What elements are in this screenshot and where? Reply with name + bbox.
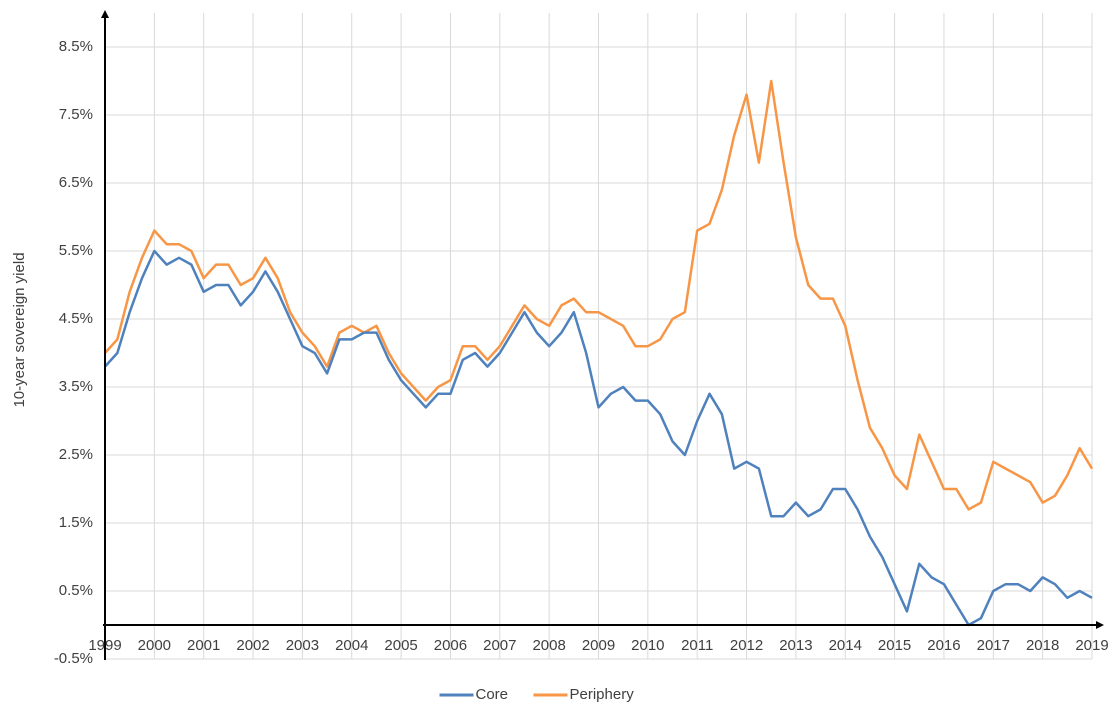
x-tick-label: 2011 bbox=[681, 637, 713, 654]
x-tick-label: 2004 bbox=[335, 637, 368, 654]
legend-label: Core bbox=[476, 686, 509, 703]
x-tick-label: 2018 bbox=[1026, 637, 1059, 654]
y-tick-label: 3.5% bbox=[59, 378, 93, 395]
y-tick-label: 0.5% bbox=[59, 582, 93, 599]
x-tick-label: 2005 bbox=[384, 637, 417, 654]
series-line bbox=[104, 79, 1094, 511]
x-tick-label: 2014 bbox=[829, 637, 862, 654]
x-tick-label: 2003 bbox=[286, 637, 319, 654]
y-axis-label: 10-year sovereign yield bbox=[11, 252, 28, 407]
x-tick-label: 2006 bbox=[434, 637, 467, 654]
series-line bbox=[104, 249, 1093, 627]
x-tick-label: 2009 bbox=[582, 637, 615, 654]
x-tick-label: 2007 bbox=[483, 637, 516, 654]
y-tick-label: 8.5% bbox=[59, 38, 93, 55]
x-tick-label: 2013 bbox=[779, 637, 812, 654]
x-tick-label: 2012 bbox=[730, 637, 763, 654]
x-tick-label: 2001 bbox=[187, 637, 220, 654]
y-tick-label: -0.5% bbox=[54, 650, 93, 667]
labels: -0.5% 0.5% 1.5% 2.5% 3.5% 4.5% 5.5% 6.5% 7.5% 8.5… bbox=[54, 38, 1109, 703]
y-tick-label: 4.5% bbox=[59, 310, 93, 327]
y-tick-label: 6.5% bbox=[59, 174, 93, 191]
x-tick-label: 2016 bbox=[927, 637, 960, 654]
y-tick-label: 5.5% bbox=[59, 242, 93, 259]
x-tick-label: 2002 bbox=[236, 637, 269, 654]
x-tick-label: 1999 bbox=[88, 637, 121, 654]
x-tick-label: 2008 bbox=[532, 637, 565, 654]
x-tick-label: 2017 bbox=[977, 637, 1010, 654]
x-tick-label: 2019 bbox=[1075, 637, 1108, 654]
plot bbox=[104, 79, 1094, 627]
x-tick-label: 2000 bbox=[138, 637, 171, 654]
y-tick-label: 2.5% bbox=[59, 446, 93, 463]
legend-label: Periphery bbox=[570, 686, 635, 703]
grid bbox=[104, 13, 1093, 660]
x-tick-label: 2015 bbox=[878, 637, 911, 654]
y-tick-label: 7.5% bbox=[59, 106, 93, 123]
y-tick-label: 1.5% bbox=[59, 514, 93, 531]
x-tick-label: 2010 bbox=[631, 637, 664, 654]
